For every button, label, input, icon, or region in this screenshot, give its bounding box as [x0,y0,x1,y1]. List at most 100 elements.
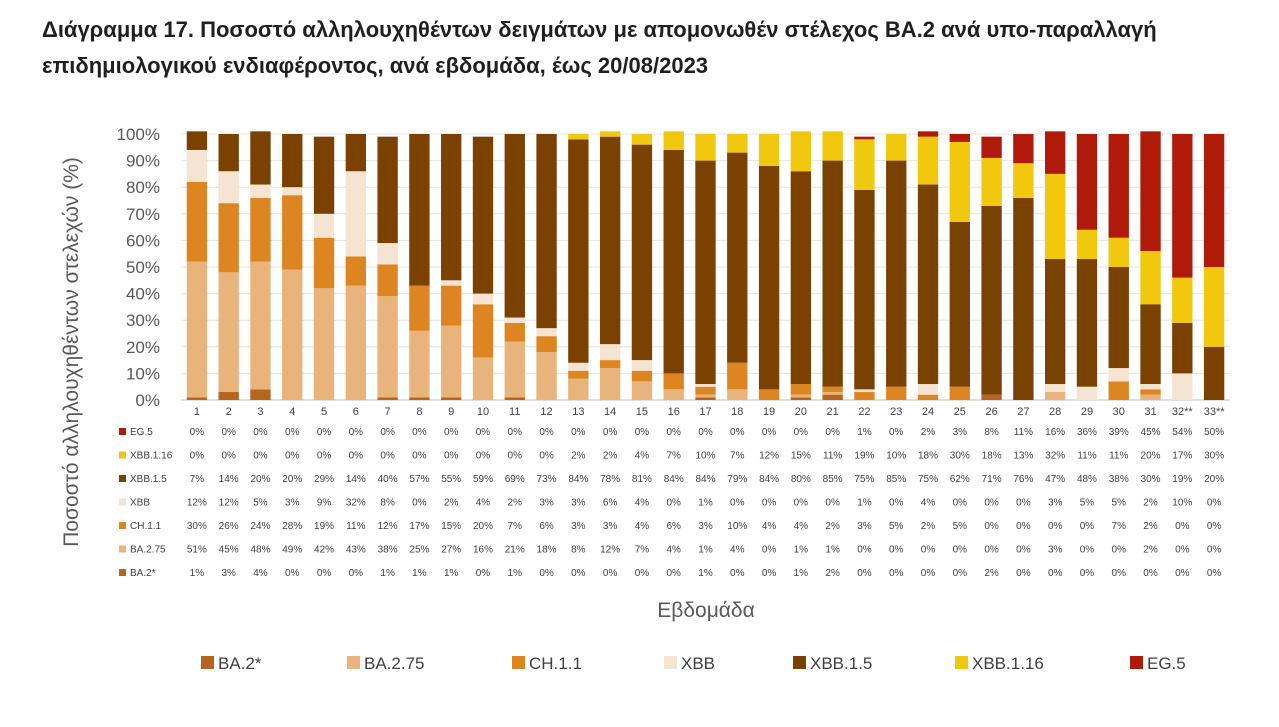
x-tick-label: 18 [731,406,743,418]
bar-segment [250,389,271,400]
table-cell: 0% [953,568,968,579]
bar-segment [218,134,239,172]
bar-segment [377,136,398,244]
table-cell: 0% [1080,521,1095,532]
table-cell: 0% [221,427,236,438]
table-cell: 0% [508,451,523,462]
legend-swatch [1130,656,1143,669]
bar-segment [1044,259,1066,385]
bar-segment [536,328,557,337]
bar-segment [663,373,684,390]
table-cell: 7% [1112,521,1127,532]
bar-segment [917,131,939,137]
table-cell: 15% [791,451,811,462]
table-cell: 0% [698,427,713,438]
table-cell: 0% [1080,568,1095,579]
table-cell: 0% [857,545,872,556]
table-cell: 8% [571,545,586,556]
table-cell: 51% [187,545,207,556]
table-cell: 84% [759,474,779,485]
y-tick-label: 60% [126,231,160,250]
table-cell: 5% [1080,498,1095,509]
table-cell: 0% [889,568,904,579]
bar-segment [854,136,875,140]
table-cell: 1% [857,427,872,438]
table-cell: 1% [508,568,523,579]
table-cell: 0% [666,427,681,438]
table-cell: 0% [190,451,205,462]
table-cell: 0% [1112,568,1127,579]
table-cell: 1% [380,568,395,579]
table-cell: 3% [698,521,713,532]
y-tick-label: 20% [126,338,160,357]
table-cell: 0% [953,545,968,556]
table-cell: 0% [1207,521,1222,532]
table-cell: 73% [537,474,557,485]
table-cell: 4% [253,568,268,579]
table-cell: 0% [857,568,872,579]
bar-segment [1203,346,1225,400]
table-cell: 0% [635,568,650,579]
bar-segment [727,152,748,363]
table-cell: 0% [762,427,777,438]
bar-segment [313,237,335,289]
table-cell: 0% [794,498,809,509]
table-cell: 0% [190,427,205,438]
bar-segment [1044,384,1066,393]
table-cell: 19% [1172,474,1192,485]
table-cell: 0% [984,521,999,532]
x-axis-label: Εβδομάδα [657,599,755,622]
table-cell: 2% [921,427,936,438]
table-row-label: XBB [130,498,150,509]
legend-label: XBB [681,654,715,673]
bar-segment [981,205,1002,395]
table-cell: 20% [250,474,270,485]
table-cell: 0% [539,568,554,579]
bar-segment [1076,386,1098,400]
table-cell: 3% [857,521,872,532]
table-cell: 3% [1048,545,1063,556]
table-cell: 75% [918,474,938,485]
bar-segment [822,160,843,387]
bar-segment [1076,134,1098,230]
bar-segment [282,269,303,400]
bar-segment [631,144,653,361]
bar-segment [917,394,939,400]
bar-segment [695,394,716,398]
bar-segment [599,131,621,137]
table-cell: 0% [1016,521,1031,532]
table-cell: 11% [1109,451,1128,462]
bar-segment [1140,389,1161,395]
table-cell: 2% [825,521,840,532]
y-tick-label: 30% [126,311,160,330]
table-cell: 0% [476,451,491,462]
table-cell: 11% [1077,451,1096,462]
legend-swatch [512,656,525,669]
bar-segment [1108,134,1129,238]
bar-segment [409,134,430,286]
bar-segment [695,160,716,385]
table-cell: 16% [473,545,493,556]
bar-segment [568,134,589,140]
bar-segment [790,131,812,172]
bar-segment [886,134,907,161]
table-cell: 0% [825,427,840,438]
bar-segment [568,378,589,400]
table-cell: 50% [1204,427,1224,438]
table-cell: 0% [317,451,332,462]
bar-segment [218,171,239,204]
table-cell: 2% [603,451,618,462]
table-cell: 2% [571,451,586,462]
bar-segment [981,157,1002,206]
bar-segment [949,221,970,387]
table-cell: 1% [794,545,809,556]
table-cell: 19% [854,451,874,462]
bar-segment [313,213,335,238]
table-cell: 3% [571,521,586,532]
bar-segment [1044,131,1066,174]
table-cell: 1% [825,545,840,556]
table-cell: 0% [317,568,332,579]
bar-segment [790,397,812,400]
table-cell: 12% [219,498,239,509]
table-cell: 2% [1143,521,1158,532]
